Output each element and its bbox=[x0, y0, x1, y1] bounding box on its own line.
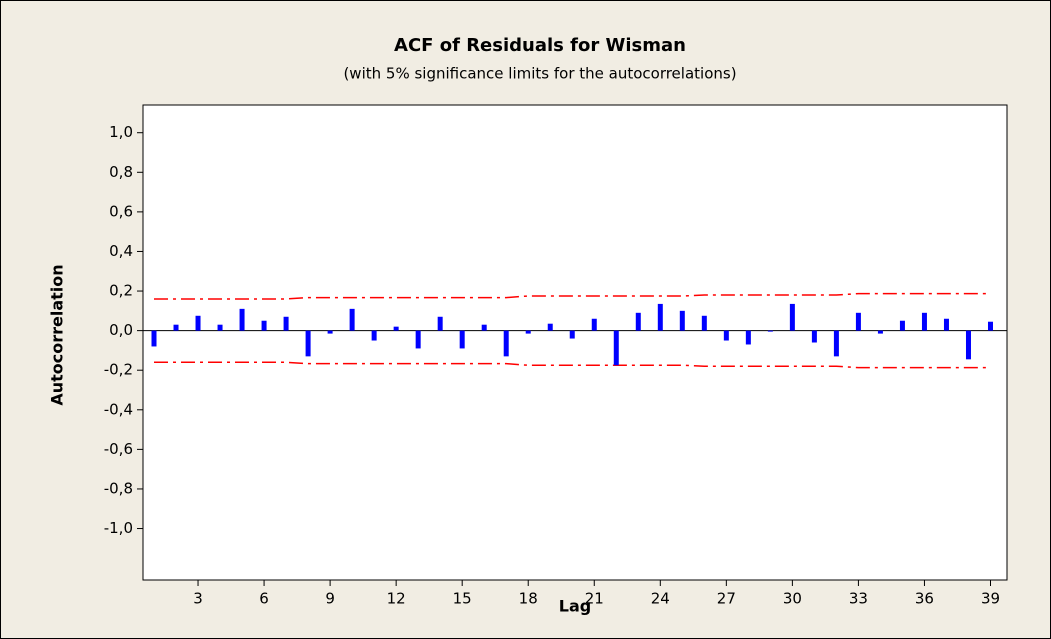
acf-bar bbox=[349, 308, 355, 331]
acf-bar bbox=[437, 316, 443, 331]
acf-bar bbox=[833, 330, 839, 357]
acf-bar bbox=[789, 303, 795, 331]
acf-bar bbox=[987, 321, 993, 331]
acf-bar bbox=[393, 326, 399, 331]
x-tick-label: 18 bbox=[519, 590, 538, 608]
significance-limit bbox=[154, 361, 991, 369]
x-tick-label: 39 bbox=[981, 590, 1000, 608]
acf-bar bbox=[151, 330, 157, 347]
y-tick-label: 1,0 bbox=[109, 123, 133, 141]
acf-bar bbox=[525, 330, 531, 334]
acf-bar bbox=[261, 320, 267, 331]
acf-bar bbox=[173, 324, 179, 331]
acf-bar bbox=[965, 330, 971, 360]
acf-bar bbox=[217, 324, 223, 331]
chart-title: ACF of Residuals for Wisman bbox=[394, 35, 686, 56]
acf-bar bbox=[921, 312, 927, 331]
y-tick-label: 0,6 bbox=[109, 202, 133, 220]
x-tick-label: 3 bbox=[193, 590, 203, 608]
acf-bar bbox=[569, 330, 575, 339]
y-tick-label: 0,8 bbox=[109, 163, 133, 181]
y-tick-label: -0,2 bbox=[104, 361, 133, 379]
acf-bar bbox=[745, 330, 751, 345]
y-tick-label: 0,4 bbox=[109, 242, 133, 260]
x-tick-label: 9 bbox=[325, 590, 335, 608]
y-tick-label: 0,0 bbox=[109, 321, 133, 339]
y-tick-label: -0,4 bbox=[104, 400, 133, 418]
acf-bar bbox=[767, 330, 773, 332]
acf-bar bbox=[613, 330, 619, 366]
acf-bar bbox=[877, 330, 883, 334]
acf-bar bbox=[855, 312, 861, 331]
x-tick-label: 12 bbox=[387, 590, 406, 608]
x-axis-label: Lag bbox=[559, 597, 591, 616]
x-tick-label: 33 bbox=[849, 590, 868, 608]
y-tick-label: -0,8 bbox=[104, 479, 133, 497]
acf-bar bbox=[239, 308, 245, 331]
plot-area bbox=[142, 104, 1008, 581]
acf-bar bbox=[481, 324, 487, 331]
y-tick-label: -1,0 bbox=[104, 519, 133, 537]
x-tick-label: 24 bbox=[651, 590, 670, 608]
x-tick-label: 6 bbox=[259, 590, 269, 608]
acf-bar bbox=[371, 330, 377, 341]
acf-bar bbox=[459, 330, 465, 349]
acf-bar bbox=[195, 315, 201, 331]
y-tick-label: -0,6 bbox=[104, 440, 133, 458]
acf-bar bbox=[899, 320, 905, 331]
x-tick-label: 27 bbox=[717, 590, 736, 608]
acf-bar bbox=[811, 330, 817, 343]
chart-subtitle: (with 5% significance limits for the aut… bbox=[343, 65, 736, 83]
acf-bar bbox=[723, 330, 729, 341]
acf-bar bbox=[503, 330, 509, 357]
y-axis-label: Autocorrelation bbox=[48, 264, 67, 405]
acf-bar bbox=[657, 303, 663, 331]
acf-bar bbox=[701, 315, 707, 331]
acf-bar bbox=[943, 318, 949, 331]
acf-bar bbox=[415, 330, 421, 349]
x-tick-label: 21 bbox=[585, 590, 604, 608]
acf-bar bbox=[679, 310, 685, 331]
acf-bar bbox=[635, 312, 641, 331]
acf-bar bbox=[283, 316, 289, 331]
significance-limit bbox=[154, 292, 991, 300]
acf-bar bbox=[305, 330, 311, 357]
y-tick-label: 0,2 bbox=[109, 282, 133, 300]
x-tick-label: 30 bbox=[783, 590, 802, 608]
acf-bar bbox=[591, 318, 597, 331]
acf-bar bbox=[547, 323, 553, 331]
acf-bar bbox=[327, 330, 333, 334]
x-tick-label: 36 bbox=[915, 590, 934, 608]
x-tick-label: 15 bbox=[453, 590, 472, 608]
